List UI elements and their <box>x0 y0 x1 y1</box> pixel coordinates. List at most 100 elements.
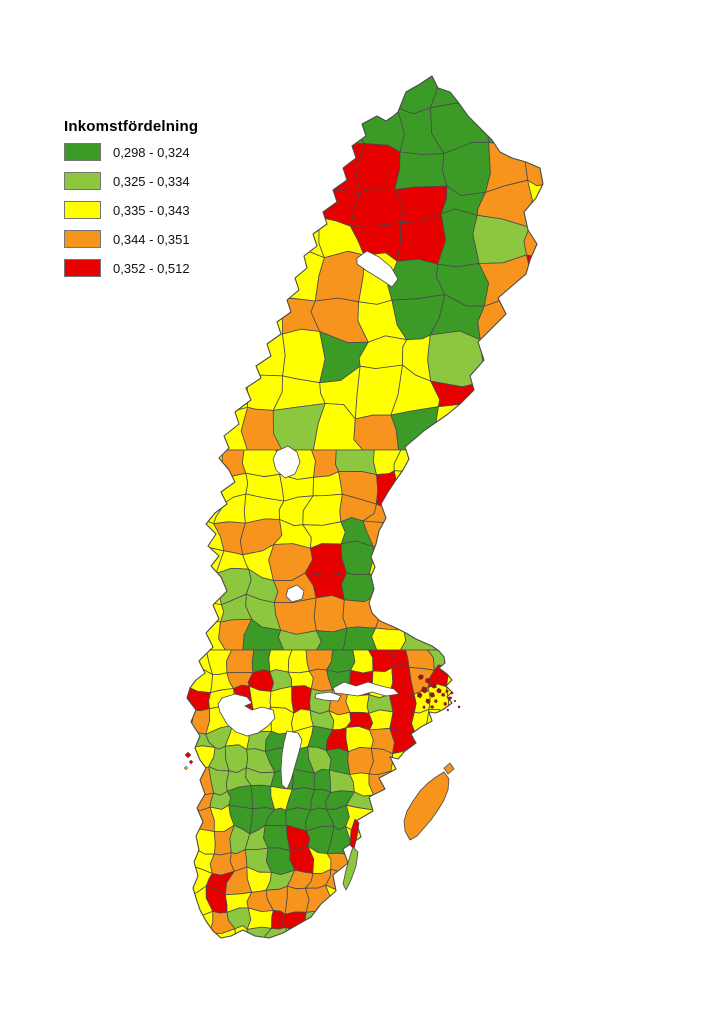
municipality-cell <box>187 928 193 938</box>
municipality-cell <box>187 746 194 773</box>
municipality-cell <box>146 810 168 830</box>
municipality-cell <box>155 618 186 650</box>
map-legend: Inkomstfördelning 0,298 - 0,324 0,325 - 0… <box>64 118 198 288</box>
municipality-cell <box>187 906 193 934</box>
municipality-cell <box>428 449 463 473</box>
legend-label: 0,298 - 0,324 <box>113 144 190 160</box>
island-landsouth <box>342 846 359 891</box>
municipality-cell <box>426 827 450 856</box>
archipelago-speck <box>445 689 449 693</box>
legend-label: 0,344 - 0,351 <box>113 231 190 247</box>
municipality-cell <box>382 928 415 938</box>
municipality-cell <box>284 926 310 938</box>
municipality-cell <box>273 139 325 189</box>
municipality-cell <box>329 926 349 938</box>
municipality-cell <box>146 929 166 949</box>
archipelago-speck <box>430 705 435 709</box>
island-gotland <box>403 771 450 841</box>
municipality-cell <box>149 867 175 895</box>
legend-label: 0,352 - 0,512 <box>113 260 190 276</box>
legend-swatch <box>64 201 101 219</box>
municipality-cell <box>446 912 476 936</box>
municipality-cell <box>431 594 461 626</box>
municipality-cell <box>482 410 514 451</box>
coast-island-speck <box>188 759 194 765</box>
municipality-cell <box>345 908 374 928</box>
municipality-cell <box>465 670 491 695</box>
municipality-cell <box>364 827 390 851</box>
stockholm-archipelago-specks <box>417 674 461 712</box>
municipality-cell <box>425 866 451 891</box>
municipality-cell <box>468 769 492 795</box>
municipality-cell <box>146 828 173 855</box>
municipality-cell <box>473 76 525 117</box>
municipality-cell <box>231 177 278 231</box>
municipality-cell <box>335 449 377 476</box>
municipality-cell <box>231 139 278 186</box>
municipality-cell <box>149 728 175 755</box>
legend-label: 0,325 - 0,334 <box>113 173 190 189</box>
municipality-cell <box>473 952 492 970</box>
municipality-cell <box>406 905 433 935</box>
municipality-cell <box>453 543 488 576</box>
municipality-cell <box>265 948 295 970</box>
municipality-cell <box>308 947 334 970</box>
municipality-cell <box>342 626 378 651</box>
municipality-cell <box>187 404 208 451</box>
municipality-cell <box>466 729 493 750</box>
municipality-cell <box>187 326 209 374</box>
municipality-cell <box>405 524 431 555</box>
municipality-cell <box>524 142 543 187</box>
municipality-cell <box>321 76 353 116</box>
municipality-cell <box>423 496 466 530</box>
municipality-cell <box>271 76 325 116</box>
archipelago-speck <box>422 705 426 710</box>
municipality-cell <box>430 570 455 600</box>
municipality-cell <box>251 649 272 673</box>
municipality-cell <box>479 332 523 382</box>
municipality-cell <box>187 785 195 813</box>
municipality-cell <box>187 910 214 935</box>
municipality-cell <box>187 893 193 915</box>
municipality-cell <box>145 707 174 733</box>
municipality-cell <box>365 924 387 938</box>
municipality-cell <box>347 887 374 913</box>
municipality-cell <box>389 727 417 755</box>
legend-row: 0,325 - 0,334 <box>64 172 198 190</box>
municipality-cell <box>388 693 417 713</box>
municipality-cell <box>276 216 325 260</box>
municipality-cell <box>166 946 193 970</box>
archipelago-speck <box>446 708 449 712</box>
municipality-cell <box>396 572 438 600</box>
municipality-cell <box>288 947 310 970</box>
archipelago-speck <box>417 674 424 680</box>
municipality-cell <box>313 595 348 633</box>
municipality-cell <box>284 885 310 915</box>
municipality-cell <box>527 179 543 229</box>
municipality-cell <box>424 727 450 748</box>
legend-row: 0,352 - 0,512 <box>64 259 198 277</box>
municipality-cell <box>429 546 459 577</box>
legend-rows: 0,298 - 0,324 0,325 - 0,334 0,335 - 0,343 0… <box>64 143 198 277</box>
municipality-cell <box>458 619 487 651</box>
municipality-cell <box>385 905 415 935</box>
coast-island-speck <box>184 751 192 759</box>
municipality-cell <box>329 912 349 934</box>
municipality-cell <box>195 291 249 342</box>
municipality-cell <box>512 364 543 426</box>
municipality-cell <box>187 449 196 479</box>
municipality-cell <box>345 76 405 112</box>
municipality-cell <box>423 524 465 553</box>
legend-row: 0,344 - 0,351 <box>64 230 198 248</box>
municipality-cell <box>187 649 192 671</box>
municipality-cell <box>331 946 350 970</box>
municipality-cell <box>343 924 371 938</box>
municipality-cell <box>187 520 192 557</box>
municipality-cell <box>448 945 475 970</box>
archipelago-speck <box>425 678 432 684</box>
archipelago-speck <box>417 692 423 699</box>
municipality-cell <box>229 950 253 970</box>
legend-row: 0,335 - 0,343 <box>64 201 198 219</box>
municipality-cell <box>470 889 496 916</box>
